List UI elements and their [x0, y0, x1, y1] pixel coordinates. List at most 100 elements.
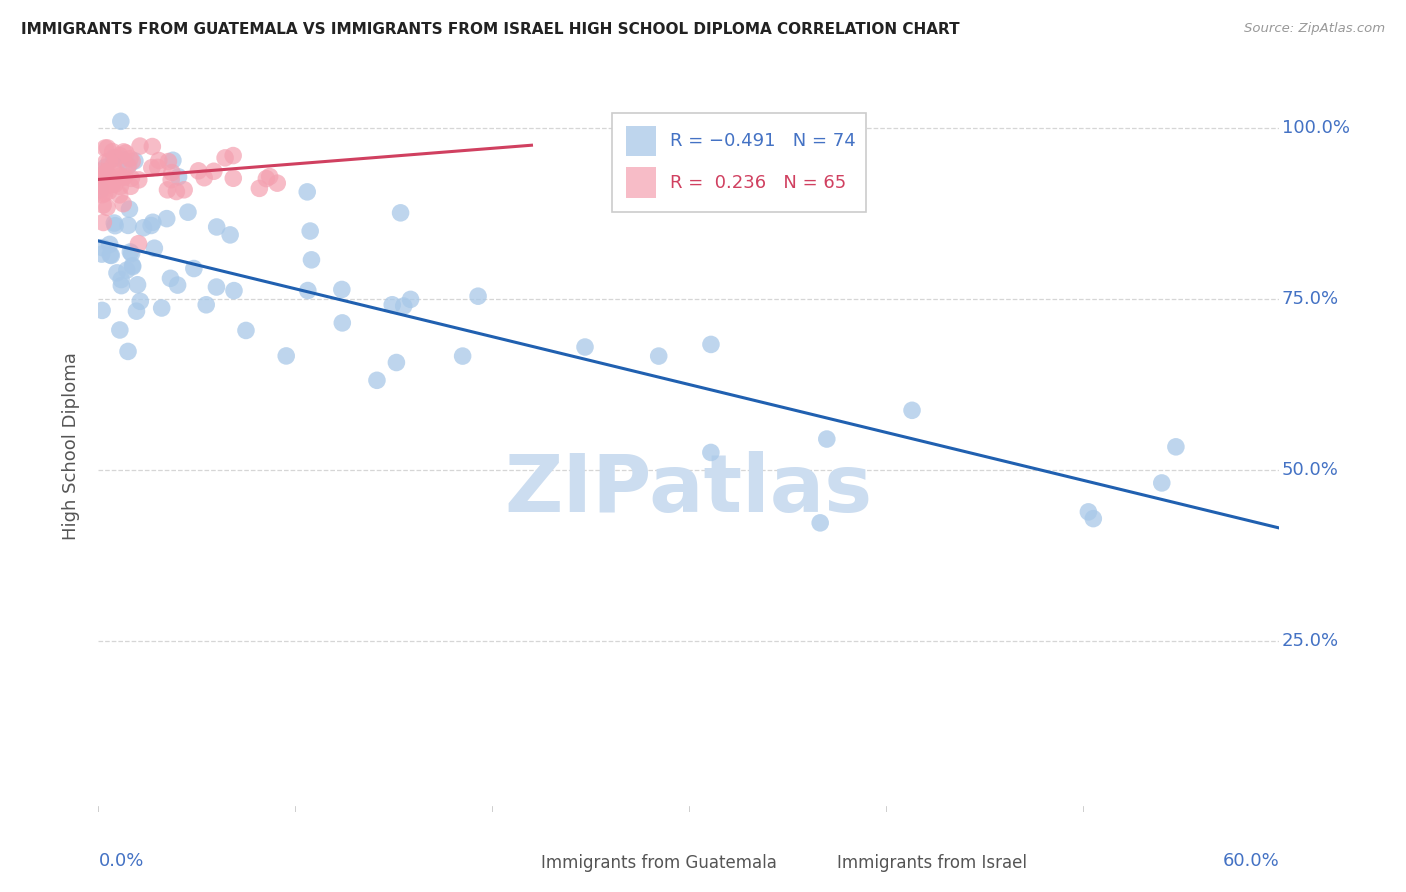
Text: ZIPatlas: ZIPatlas [505, 450, 873, 529]
Point [1083, 511, 1105, 525]
Point [173, 183, 195, 197]
Point [148, 153, 170, 168]
Point [467, 289, 489, 303]
Point [110, 272, 132, 286]
Bar [506, 855, 537, 872]
Point [98, 237, 121, 252]
Point [98, 154, 121, 169]
Point [132, 220, 155, 235]
Point [110, 114, 132, 128]
Point [222, 284, 245, 298]
Bar [801, 855, 832, 872]
Point [166, 278, 188, 293]
Point [96, 165, 118, 179]
Point [202, 164, 225, 178]
Point [128, 236, 150, 251]
Point [121, 154, 143, 169]
Point [117, 160, 139, 174]
Point [901, 403, 924, 417]
Point [97, 185, 120, 199]
Bar [626, 126, 655, 156]
Point [91, 303, 114, 318]
Point [128, 173, 150, 187]
Point [330, 283, 353, 297]
Point [98, 178, 121, 192]
Point [93, 173, 115, 187]
Text: Source: ZipAtlas.com: Source: ZipAtlas.com [1244, 22, 1385, 36]
Point [297, 185, 319, 199]
Point [104, 178, 127, 192]
Point [254, 171, 277, 186]
Point [120, 179, 142, 194]
Point [150, 301, 173, 315]
Point [120, 171, 142, 186]
Point [141, 161, 163, 175]
Point [127, 277, 149, 292]
Point [90, 168, 112, 182]
Point [222, 148, 245, 162]
Point [108, 148, 131, 162]
Point [143, 241, 166, 255]
Text: IMMIGRANTS FROM GUATEMALA VS IMMIGRANTS FROM ISRAEL HIGH SCHOOL DIPLOMA CORRELAT: IMMIGRANTS FROM GUATEMALA VS IMMIGRANTS … [21, 22, 960, 37]
Point [142, 215, 165, 229]
Point [101, 145, 124, 159]
Text: R =  0.236   N = 65: R = 0.236 N = 65 [671, 174, 846, 192]
Point [118, 152, 141, 166]
Point [104, 219, 127, 233]
Point [89, 182, 111, 196]
Bar [626, 168, 655, 198]
Point [121, 259, 143, 273]
Point [222, 171, 245, 186]
Point [389, 206, 412, 220]
Point [115, 263, 138, 277]
Point [235, 323, 257, 337]
Text: 0.0%: 0.0% [98, 852, 143, 870]
Point [276, 349, 298, 363]
Point [205, 219, 228, 234]
Text: 25.0%: 25.0% [1282, 632, 1339, 650]
Point [381, 298, 404, 312]
Point [98, 175, 121, 189]
Point [105, 266, 128, 280]
Point [648, 349, 671, 363]
Point [301, 252, 323, 267]
Point [165, 185, 187, 199]
Point [114, 146, 136, 161]
Point [91, 187, 114, 202]
Point [160, 172, 183, 186]
Text: 50.0%: 50.0% [1282, 461, 1339, 479]
Point [112, 196, 135, 211]
Point [451, 349, 474, 363]
Point [266, 176, 288, 190]
Point [205, 280, 228, 294]
Point [247, 181, 270, 195]
Point [187, 164, 209, 178]
Point [141, 139, 163, 153]
Point [193, 170, 215, 185]
Text: 75.0%: 75.0% [1282, 290, 1339, 308]
Point [110, 179, 132, 194]
Point [108, 187, 131, 202]
Point [111, 153, 134, 167]
Point [114, 169, 136, 184]
Text: R = −0.491   N = 74: R = −0.491 N = 74 [671, 132, 856, 150]
Point [91, 174, 114, 188]
Point [105, 166, 128, 180]
Text: Immigrants from Guatemala: Immigrants from Guatemala [541, 855, 778, 872]
Point [110, 278, 132, 293]
Point [94, 161, 117, 175]
Point [89, 178, 111, 192]
Point [392, 299, 415, 313]
Point [177, 205, 200, 219]
Point [120, 244, 142, 259]
Text: 100.0%: 100.0% [1282, 120, 1350, 137]
Point [574, 340, 596, 354]
Point [125, 304, 148, 318]
Point [219, 227, 242, 242]
Point [195, 298, 218, 312]
Point [103, 216, 125, 230]
Point [700, 445, 723, 459]
Text: 60.0%: 60.0% [1223, 852, 1279, 870]
Point [815, 432, 838, 446]
Point [100, 171, 122, 186]
